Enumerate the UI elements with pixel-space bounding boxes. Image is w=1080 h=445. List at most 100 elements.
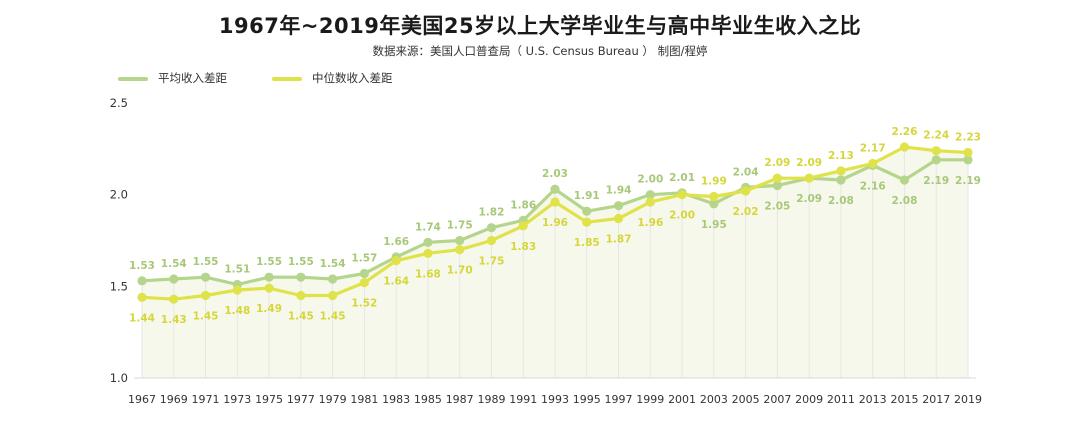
data-label-mean: 2.19 xyxy=(955,175,981,187)
data-point-median xyxy=(518,221,528,231)
data-label-median: 2.26 xyxy=(892,126,918,138)
data-label-median: 1.45 xyxy=(320,311,346,323)
data-label-mean: 1.95 xyxy=(701,219,727,231)
x-tick-label: 2007 xyxy=(763,393,791,406)
data-label-mean: 1.82 xyxy=(479,207,505,219)
data-label-median: 2.09 xyxy=(764,157,790,169)
x-tick-label: 1987 xyxy=(446,393,474,406)
data-label-median: 2.00 xyxy=(669,210,695,222)
data-point-median xyxy=(963,147,973,158)
data-label-mean: 1.57 xyxy=(351,253,377,265)
x-tick-label: 1967 xyxy=(128,393,156,406)
legend-swatch-median xyxy=(272,77,302,81)
data-point-median xyxy=(486,235,497,246)
data-label-median: 2.02 xyxy=(733,206,759,218)
x-tick-label: 1979 xyxy=(319,393,347,406)
data-point-mean xyxy=(550,184,560,194)
data-point-mean xyxy=(455,235,465,246)
x-tick-label: 1977 xyxy=(287,393,315,406)
x-tick-label: 1995 xyxy=(573,393,601,406)
x-tick-label: 1969 xyxy=(160,393,188,406)
data-label-mean: 1.54 xyxy=(320,258,346,270)
data-point-median xyxy=(169,294,179,304)
data-point-median xyxy=(804,173,814,183)
data-point-mean xyxy=(423,237,433,247)
data-point-mean xyxy=(582,206,592,216)
data-point-median xyxy=(677,190,687,200)
data-point-mean xyxy=(931,155,941,165)
data-label-mean: 2.08 xyxy=(892,195,918,207)
data-point-median xyxy=(455,245,465,255)
data-label-median: 1.44 xyxy=(129,312,155,324)
y-tick-label: 2.5 xyxy=(110,96,128,110)
data-point-mean xyxy=(645,190,655,200)
data-label-mean: 1.75 xyxy=(447,220,473,232)
x-tick-label: 1973 xyxy=(223,393,251,406)
data-label-mean: 2.03 xyxy=(542,168,568,180)
data-point-mean xyxy=(328,274,338,284)
data-label-median: 1.52 xyxy=(351,298,377,310)
data-point-median xyxy=(550,197,560,207)
data-point-median xyxy=(645,197,655,207)
data-label-mean: 2.09 xyxy=(796,193,822,205)
data-point-median xyxy=(296,290,306,301)
data-point-median xyxy=(232,285,242,295)
data-label-mean: 1.54 xyxy=(161,258,187,270)
data-label-mean: 2.08 xyxy=(828,195,854,207)
series-median: 1.44 1.43 1.45 1.48 1.49 1.45 1.45 1.52 1.64 1.68… xyxy=(129,126,981,326)
x-tick-label: 2003 xyxy=(700,393,728,406)
x-axis-ticks: 1967 1969 1971 1973 1975 1977 1979 1981 1983 1985… xyxy=(128,393,982,406)
data-point-mean xyxy=(169,274,179,284)
data-point-mean xyxy=(200,272,211,282)
data-point-median xyxy=(709,191,719,202)
x-tick-label: 1975 xyxy=(255,393,283,406)
x-tick-label: 1983 xyxy=(382,393,410,406)
x-tick-label: 1991 xyxy=(509,393,537,406)
data-point-median xyxy=(836,166,846,176)
data-label-mean: 2.01 xyxy=(669,172,695,184)
data-label-median: 2.17 xyxy=(860,143,886,155)
data-label-mean: 1.94 xyxy=(606,185,632,197)
y-tick-label: 2.0 xyxy=(110,188,128,202)
x-tick-label: 1981 xyxy=(350,393,378,406)
data-label-median: 1.96 xyxy=(542,217,568,229)
data-point-median xyxy=(741,186,751,196)
data-label-mean: 2.00 xyxy=(637,174,663,186)
data-label-median: 1.83 xyxy=(510,241,536,253)
x-tick-label: 2019 xyxy=(954,393,982,406)
data-label-median: 1.85 xyxy=(574,237,600,249)
data-point-mean xyxy=(137,276,147,286)
data-label-median: 2.23 xyxy=(955,132,981,144)
data-point-median xyxy=(264,283,274,293)
data-point-median xyxy=(391,256,401,266)
data-point-median xyxy=(931,146,941,156)
x-tick-label: 2015 xyxy=(890,393,918,406)
data-label-mean: 1.74 xyxy=(415,221,441,233)
data-label-median: 1.49 xyxy=(256,303,282,315)
data-label-mean: 1.55 xyxy=(193,256,219,268)
data-label-median: 1.48 xyxy=(224,305,250,317)
x-tick-label: 2009 xyxy=(795,393,823,406)
data-point-mean xyxy=(899,175,910,185)
y-tick-label: 1.0 xyxy=(110,371,128,385)
data-point-median xyxy=(423,248,433,258)
data-label-median: 1.43 xyxy=(161,314,187,326)
x-tick-label: 2011 xyxy=(827,393,855,406)
x-tick-label: 1971 xyxy=(192,393,220,406)
data-point-median xyxy=(613,213,624,224)
data-label-mean: 1.55 xyxy=(256,256,282,268)
data-label-median: 1.75 xyxy=(479,256,505,268)
data-label-mean: 1.53 xyxy=(129,260,155,272)
data-label-median: 1.70 xyxy=(447,265,473,277)
data-point-median xyxy=(328,290,338,301)
data-point-mean xyxy=(264,272,274,282)
data-point-mean xyxy=(709,199,719,209)
data-label-mean: 2.04 xyxy=(733,166,759,178)
data-point-mean xyxy=(963,155,973,165)
data-point-median xyxy=(868,158,878,169)
data-label-median: 1.99 xyxy=(701,176,727,188)
legend-label-mean: 平均收入差距 xyxy=(158,71,227,85)
data-label-mean: 2.05 xyxy=(764,201,790,213)
data-label-median: 1.87 xyxy=(606,234,632,246)
